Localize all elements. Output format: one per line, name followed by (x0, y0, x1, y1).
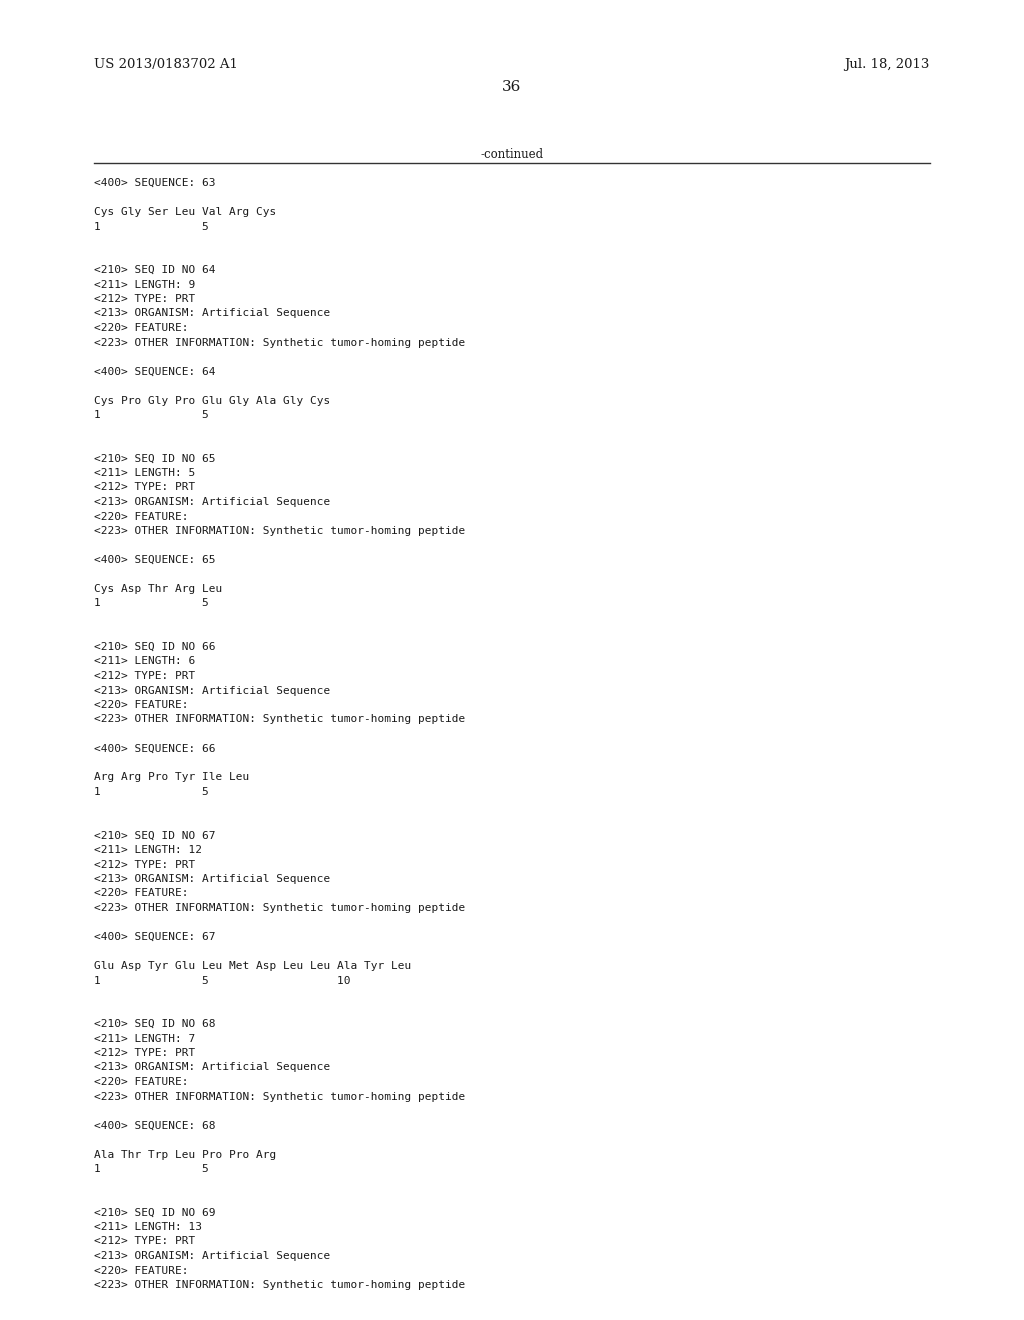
Text: 36: 36 (503, 81, 521, 94)
Text: <211> LENGTH: 5: <211> LENGTH: 5 (94, 469, 196, 478)
Text: <212> TYPE: PRT: <212> TYPE: PRT (94, 483, 196, 492)
Text: <220> FEATURE:: <220> FEATURE: (94, 888, 188, 899)
Text: <211> LENGTH: 7: <211> LENGTH: 7 (94, 1034, 196, 1044)
Text: <212> TYPE: PRT: <212> TYPE: PRT (94, 859, 196, 870)
Text: <223> OTHER INFORMATION: Synthetic tumor-homing peptide: <223> OTHER INFORMATION: Synthetic tumor… (94, 525, 466, 536)
Text: <210> SEQ ID NO 68: <210> SEQ ID NO 68 (94, 1019, 216, 1030)
Text: <213> ORGANISM: Artificial Sequence: <213> ORGANISM: Artificial Sequence (94, 309, 331, 318)
Text: <213> ORGANISM: Artificial Sequence: <213> ORGANISM: Artificial Sequence (94, 685, 331, 696)
Text: <210> SEQ ID NO 64: <210> SEQ ID NO 64 (94, 265, 216, 275)
Text: <220> FEATURE:: <220> FEATURE: (94, 1077, 188, 1086)
Text: <220> FEATURE:: <220> FEATURE: (94, 323, 188, 333)
Text: <400> SEQUENCE: 67: <400> SEQUENCE: 67 (94, 932, 216, 942)
Text: <211> LENGTH: 12: <211> LENGTH: 12 (94, 845, 202, 855)
Text: <210> SEQ ID NO 66: <210> SEQ ID NO 66 (94, 642, 216, 652)
Text: <223> OTHER INFORMATION: Synthetic tumor-homing peptide: <223> OTHER INFORMATION: Synthetic tumor… (94, 1280, 466, 1290)
Text: <213> ORGANISM: Artificial Sequence: <213> ORGANISM: Artificial Sequence (94, 1251, 331, 1261)
Text: Cys Asp Thr Arg Leu: Cys Asp Thr Arg Leu (94, 583, 222, 594)
Text: <400> SEQUENCE: 65: <400> SEQUENCE: 65 (94, 554, 216, 565)
Text: 1               5                   10: 1 5 10 (94, 975, 350, 986)
Text: Arg Arg Pro Tyr Ile Leu: Arg Arg Pro Tyr Ile Leu (94, 772, 250, 783)
Text: -continued: -continued (480, 148, 544, 161)
Text: 1               5: 1 5 (94, 787, 209, 797)
Text: Cys Gly Ser Leu Val Arg Cys: Cys Gly Ser Leu Val Arg Cys (94, 207, 276, 216)
Text: <210> SEQ ID NO 67: <210> SEQ ID NO 67 (94, 830, 216, 841)
Text: <223> OTHER INFORMATION: Synthetic tumor-homing peptide: <223> OTHER INFORMATION: Synthetic tumor… (94, 714, 466, 725)
Text: <211> LENGTH: 13: <211> LENGTH: 13 (94, 1222, 202, 1232)
Text: Cys Pro Gly Pro Glu Gly Ala Gly Cys: Cys Pro Gly Pro Glu Gly Ala Gly Cys (94, 396, 331, 405)
Text: <400> SEQUENCE: 68: <400> SEQUENCE: 68 (94, 1121, 216, 1130)
Text: US 2013/0183702 A1: US 2013/0183702 A1 (94, 58, 239, 71)
Text: <400> SEQUENCE: 63: <400> SEQUENCE: 63 (94, 178, 216, 187)
Text: <210> SEQ ID NO 69: <210> SEQ ID NO 69 (94, 1208, 216, 1217)
Text: 1               5: 1 5 (94, 1164, 209, 1173)
Text: <211> LENGTH: 9: <211> LENGTH: 9 (94, 280, 196, 289)
Text: <212> TYPE: PRT: <212> TYPE: PRT (94, 1048, 196, 1059)
Text: <212> TYPE: PRT: <212> TYPE: PRT (94, 671, 196, 681)
Text: 1               5: 1 5 (94, 222, 209, 231)
Text: Glu Asp Tyr Glu Leu Met Asp Leu Leu Ala Tyr Leu: Glu Asp Tyr Glu Leu Met Asp Leu Leu Ala … (94, 961, 412, 972)
Text: <223> OTHER INFORMATION: Synthetic tumor-homing peptide: <223> OTHER INFORMATION: Synthetic tumor… (94, 903, 466, 913)
Text: <220> FEATURE:: <220> FEATURE: (94, 511, 188, 521)
Text: <212> TYPE: PRT: <212> TYPE: PRT (94, 1237, 196, 1246)
Text: <213> ORGANISM: Artificial Sequence: <213> ORGANISM: Artificial Sequence (94, 498, 331, 507)
Text: <213> ORGANISM: Artificial Sequence: <213> ORGANISM: Artificial Sequence (94, 874, 331, 884)
Text: 1               5: 1 5 (94, 598, 209, 609)
Text: <211> LENGTH: 6: <211> LENGTH: 6 (94, 656, 196, 667)
Text: <210> SEQ ID NO 65: <210> SEQ ID NO 65 (94, 454, 216, 463)
Text: <223> OTHER INFORMATION: Synthetic tumor-homing peptide: <223> OTHER INFORMATION: Synthetic tumor… (94, 338, 466, 347)
Text: <223> OTHER INFORMATION: Synthetic tumor-homing peptide: <223> OTHER INFORMATION: Synthetic tumor… (94, 1092, 466, 1101)
Text: <220> FEATURE:: <220> FEATURE: (94, 1266, 188, 1275)
Text: Ala Thr Trp Leu Pro Pro Arg: Ala Thr Trp Leu Pro Pro Arg (94, 1150, 276, 1159)
Text: Jul. 18, 2013: Jul. 18, 2013 (845, 58, 930, 71)
Text: <400> SEQUENCE: 64: <400> SEQUENCE: 64 (94, 367, 216, 376)
Text: <212> TYPE: PRT: <212> TYPE: PRT (94, 294, 196, 304)
Text: <220> FEATURE:: <220> FEATURE: (94, 700, 188, 710)
Text: <400> SEQUENCE: 66: <400> SEQUENCE: 66 (94, 743, 216, 754)
Text: <213> ORGANISM: Artificial Sequence: <213> ORGANISM: Artificial Sequence (94, 1063, 331, 1072)
Text: 1               5: 1 5 (94, 411, 209, 420)
